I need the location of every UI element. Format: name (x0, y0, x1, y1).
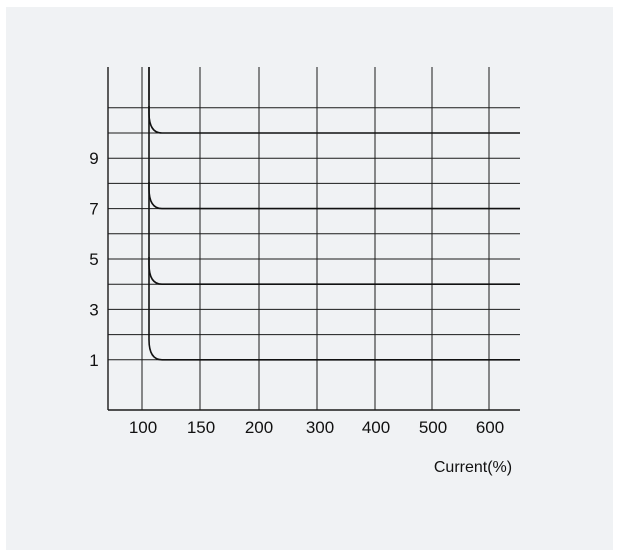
x-tick-label: 500 (419, 418, 447, 437)
trip-curve-line (148, 67, 520, 134)
x-tick-label: 600 (476, 418, 504, 437)
y-tick-label: 9 (89, 149, 98, 168)
y-tick-label: 7 (89, 200, 98, 219)
grid (108, 67, 520, 410)
x-tick-label: 150 (187, 418, 215, 437)
trip-curve-line (148, 257, 520, 361)
x-axis-title: Current(%) (434, 459, 512, 476)
y-tick-label: 1 (89, 351, 98, 370)
x-tick-label: 400 (362, 418, 390, 437)
y-tick-label: 3 (89, 300, 98, 319)
y-tick-labels: 1 3 5 7 9 (89, 149, 98, 370)
trip-curve-line (148, 106, 520, 210)
x-tick-labels: 100 150 200 300 400 500 600 (129, 418, 504, 437)
x-tick-label: 100 (129, 418, 157, 437)
x-tick-label: 300 (306, 418, 334, 437)
trip-curve-line (148, 182, 520, 285)
axes (107, 67, 520, 411)
chart-background (6, 7, 613, 550)
curves (148, 67, 520, 361)
x-tick-label: 200 (245, 418, 273, 437)
y-tick-label: 5 (89, 250, 98, 269)
